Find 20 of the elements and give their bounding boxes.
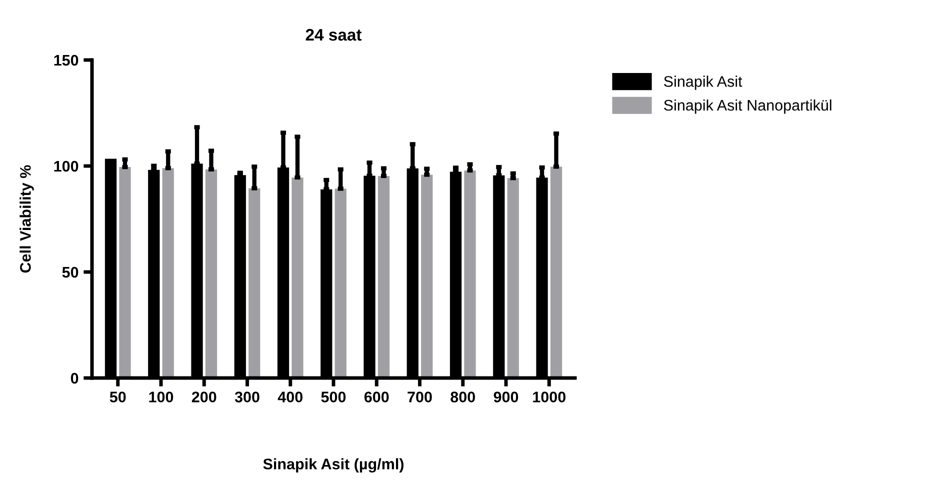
legend-label: Sinapik Asit Nanopartikül [664, 99, 832, 114]
legend-label: Sinapik Asit [664, 76, 742, 90]
x-tick-label: 50 [110, 392, 126, 402]
y-axis-title: Cell Viability % [20, 165, 34, 273]
x-tick-label: 900 [494, 392, 518, 402]
y-tick-label: 0 [70, 372, 78, 384]
x-tick-label: 800 [450, 392, 475, 402]
x-tick-label: 400 [278, 392, 302, 402]
x-axis-title: Sinapik Asit (µg/ml) [263, 458, 404, 473]
y-tick-label: 100 [54, 160, 78, 172]
x-tick-label: 600 [364, 392, 389, 402]
x-tick-label: 200 [192, 392, 216, 402]
x-tick-label: 700 [408, 392, 432, 402]
x-tick-label: 100 [149, 392, 174, 402]
x-tick-label: 1000 [533, 392, 566, 402]
x-tick-label: 500 [321, 392, 346, 402]
y-tick-label: 50 [62, 266, 78, 278]
y-tick-label: 150 [54, 54, 78, 66]
x-tick-label: 300 [234, 392, 260, 402]
chart-title: 24 saat [306, 28, 362, 41]
